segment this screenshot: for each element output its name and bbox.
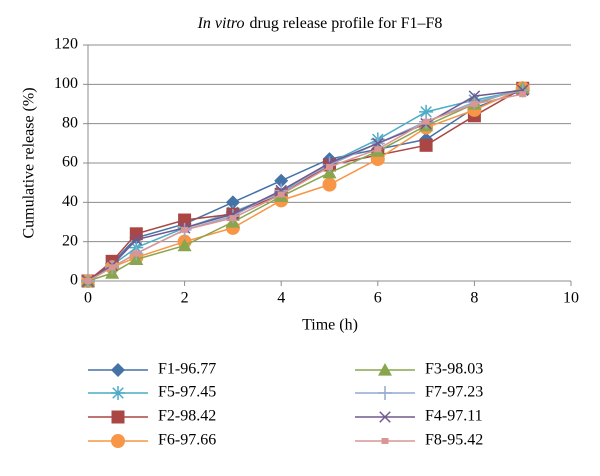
data-point <box>225 195 240 210</box>
data-point <box>108 264 116 271</box>
x-tick-label: 8 <box>470 290 478 307</box>
x-axis-label: Time (h) <box>302 317 358 334</box>
data-point <box>130 233 143 246</box>
legend-label: F7-97.23 <box>425 384 483 401</box>
data-point <box>419 138 433 152</box>
legend-label: F6-97.66 <box>158 432 216 449</box>
x-tick-label: 0 <box>84 290 92 307</box>
data-point <box>229 215 237 222</box>
data-point <box>326 163 333 170</box>
legend-label: F8-95.42 <box>425 432 483 449</box>
title-prefix: In vitro <box>197 15 245 32</box>
y-axis-label: Cumulative release (%) <box>21 87 38 238</box>
data-point <box>178 213 192 227</box>
y-tick-label: 0 <box>70 272 78 289</box>
legend-marker <box>111 434 125 448</box>
data-point <box>84 278 92 284</box>
data-point <box>322 165 337 179</box>
legend-label: F2-98.42 <box>158 408 216 425</box>
data-point <box>374 146 382 153</box>
legend-marker <box>111 363 125 377</box>
y-tick-label: 20 <box>62 232 78 249</box>
legend-label: F3-98.03 <box>425 361 483 378</box>
data-point <box>132 250 140 257</box>
y-tick-label: 60 <box>62 154 78 171</box>
y-tick-label: 100 <box>54 75 78 92</box>
data-point <box>468 90 481 102</box>
data-point <box>181 226 189 233</box>
data-point <box>277 191 285 198</box>
legend-marker <box>378 363 392 376</box>
data-point <box>274 173 289 188</box>
x-tick-label: 4 <box>277 290 285 307</box>
legend-marker <box>381 438 389 444</box>
y-tick-label: 40 <box>62 193 78 210</box>
y-tick-label: 80 <box>62 114 78 131</box>
legend-label: F1-96.77 <box>158 361 216 378</box>
legend-marker <box>111 386 125 400</box>
legend-marker <box>378 386 392 400</box>
data-point <box>470 101 478 107</box>
y-tick-label: 120 <box>54 36 78 53</box>
series-line <box>87 93 523 282</box>
x-tick-label: 6 <box>374 290 382 307</box>
legend-label: F4-97.11 <box>425 408 483 425</box>
data-point <box>177 238 192 252</box>
data-point <box>322 177 337 192</box>
data-point <box>419 104 434 119</box>
data-point <box>422 118 430 125</box>
x-tick-label: 2 <box>181 290 189 307</box>
chart-title: In vitro drug release profile for F1–F8 <box>197 15 443 32</box>
data-point <box>519 91 527 98</box>
title-main: drug release profile for F1–F8 <box>250 15 443 32</box>
x-tick-label: 10 <box>563 290 579 307</box>
legend-marker <box>379 411 391 423</box>
legend-label: F5-97.45 <box>158 384 216 401</box>
legend-marker <box>111 410 125 424</box>
